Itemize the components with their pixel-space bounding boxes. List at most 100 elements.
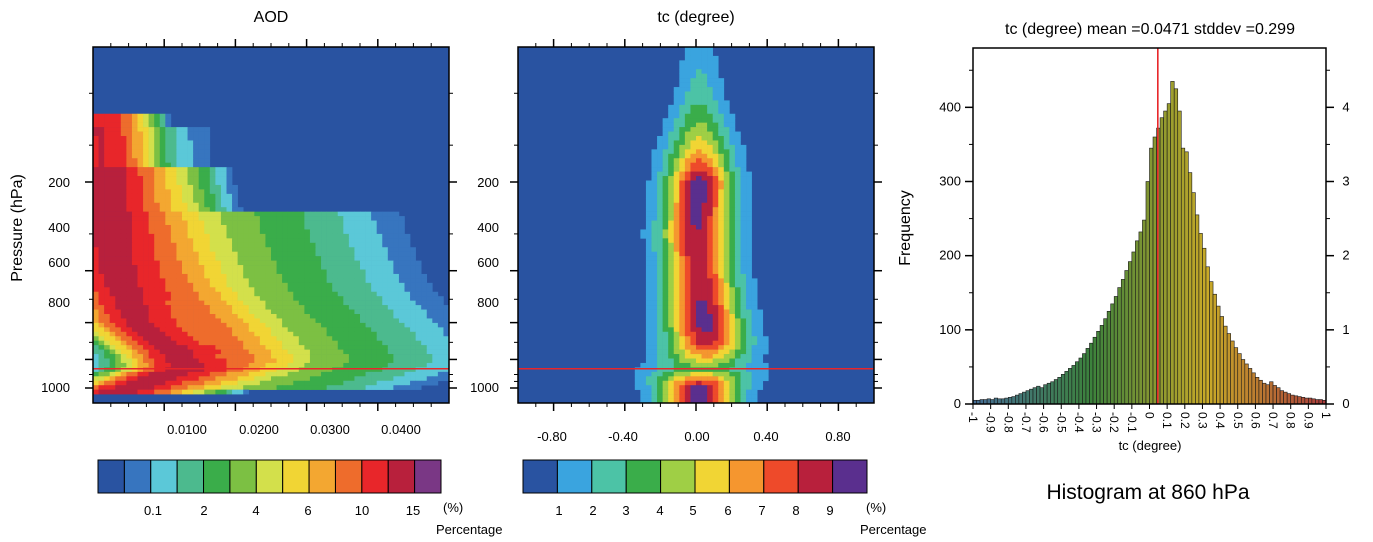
heatmap-cell <box>673 287 680 293</box>
heatmap-cell <box>645 398 652 404</box>
heatmap-cell <box>443 336 450 341</box>
heatmap-cell <box>321 265 327 270</box>
heatmap-cell <box>657 193 663 199</box>
heatmap-cell <box>751 394 758 399</box>
heatmap-cell <box>143 273 149 279</box>
heatmap-cell <box>729 149 736 155</box>
heatmap-cell <box>115 189 122 195</box>
heatmap-cell <box>265 216 272 221</box>
heatmap-cell <box>634 385 641 390</box>
heatmap-cell <box>204 291 211 297</box>
histogram-bar <box>1283 391 1288 405</box>
heatmap-cell <box>332 287 339 293</box>
histogram-bar <box>1308 397 1313 405</box>
heatmap-cell <box>109 176 116 181</box>
heatmap-cell <box>93 327 99 333</box>
heatmap-cell <box>187 265 194 270</box>
heatmap-cell <box>354 340 361 346</box>
heatmap-cell <box>651 149 658 155</box>
heatmap-cell <box>293 358 300 364</box>
heatmap-cell <box>398 247 405 252</box>
heatmap-cell <box>679 69 686 74</box>
heatmap-cell <box>287 318 294 324</box>
heatmap-cell <box>104 242 110 248</box>
heatmap-cell <box>215 167 222 172</box>
heatmap-cell <box>723 184 730 190</box>
heatmap-cell <box>182 140 188 146</box>
heatmap-cell <box>309 256 316 261</box>
heatmap-cell <box>701 380 708 386</box>
heatmap-cell <box>137 269 144 275</box>
heatmap-cell <box>198 345 205 350</box>
heatmap-cell <box>718 91 725 97</box>
colorbar-swatch <box>660 459 696 494</box>
heatmap-cell <box>729 398 736 404</box>
heatmap-cell <box>443 349 450 355</box>
heatmap-cell <box>432 291 439 297</box>
heatmap-cell <box>137 113 144 119</box>
heatmap-cell <box>684 193 691 199</box>
heatmap-cell <box>120 238 127 244</box>
heatmap-cell <box>248 380 255 386</box>
histogram-bar <box>1075 361 1080 405</box>
heatmap-cell <box>276 336 283 341</box>
heatmap-cell <box>651 340 658 346</box>
heatmap-cell <box>215 193 222 199</box>
heatmap-cell <box>410 247 416 252</box>
heatmap-cell <box>690 225 697 230</box>
heatmap-cell <box>109 158 116 163</box>
heatmap-cell <box>734 300 741 306</box>
heatmap-cell <box>254 287 261 293</box>
heatmap-cell <box>662 211 669 217</box>
heatmap-cell <box>354 331 361 337</box>
heatmap-cell <box>204 376 211 382</box>
heatmap-cell <box>93 305 99 310</box>
heatmap-cell <box>298 220 305 226</box>
heatmap-cell <box>371 305 377 310</box>
heatmap-cell <box>684 64 691 70</box>
heatmap-cell <box>165 256 172 261</box>
heatmap-cell <box>176 171 183 177</box>
heatmap-cell <box>293 247 300 252</box>
heatmap-cell <box>393 251 400 257</box>
heatmap-cell <box>259 220 266 226</box>
heatmap-cell <box>740 153 747 159</box>
histogram-bar <box>1138 231 1143 405</box>
heatmap-cell <box>159 358 166 364</box>
heatmap-cell <box>696 282 702 288</box>
histogram-bar <box>1131 251 1136 405</box>
heatmap-cell <box>443 314 450 319</box>
heatmap-cell <box>315 300 322 306</box>
heatmap-cell <box>226 349 233 355</box>
heatmap-cell <box>404 273 411 279</box>
heatmap-cell <box>304 291 311 297</box>
heatmap-cell <box>209 167 216 172</box>
heatmap-cell <box>645 216 652 221</box>
heatmap-cell <box>729 144 736 150</box>
heatmap-cell <box>254 376 261 382</box>
heatmap-cell <box>98 367 105 373</box>
heatmap-cell <box>651 336 658 341</box>
heatmap-cell <box>282 300 288 306</box>
heatmap-cell <box>657 340 663 346</box>
heatmap-cell <box>209 184 216 190</box>
heatmap-cell <box>393 305 400 310</box>
heatmap-cell <box>696 314 702 319</box>
heatmap-cell <box>354 242 361 248</box>
heatmap-cell <box>187 131 194 137</box>
heatmap-cell <box>104 136 110 141</box>
heatmap-cell <box>259 362 266 368</box>
heatmap-cell <box>131 167 138 172</box>
heatmap-cell <box>668 318 675 324</box>
heatmap-cell <box>679 73 686 79</box>
heatmap-cell <box>126 309 133 315</box>
heatmap-cell <box>209 225 216 230</box>
heatmap-cell <box>259 305 266 310</box>
heatmap-cell <box>271 309 277 315</box>
heatmap-cell <box>182 136 188 141</box>
heatmap-cell <box>668 202 675 208</box>
heatmap-cell <box>309 380 316 386</box>
heatmap-cell <box>332 345 339 350</box>
heatmap-cell <box>723 354 730 359</box>
heatmap-cell <box>734 180 741 186</box>
